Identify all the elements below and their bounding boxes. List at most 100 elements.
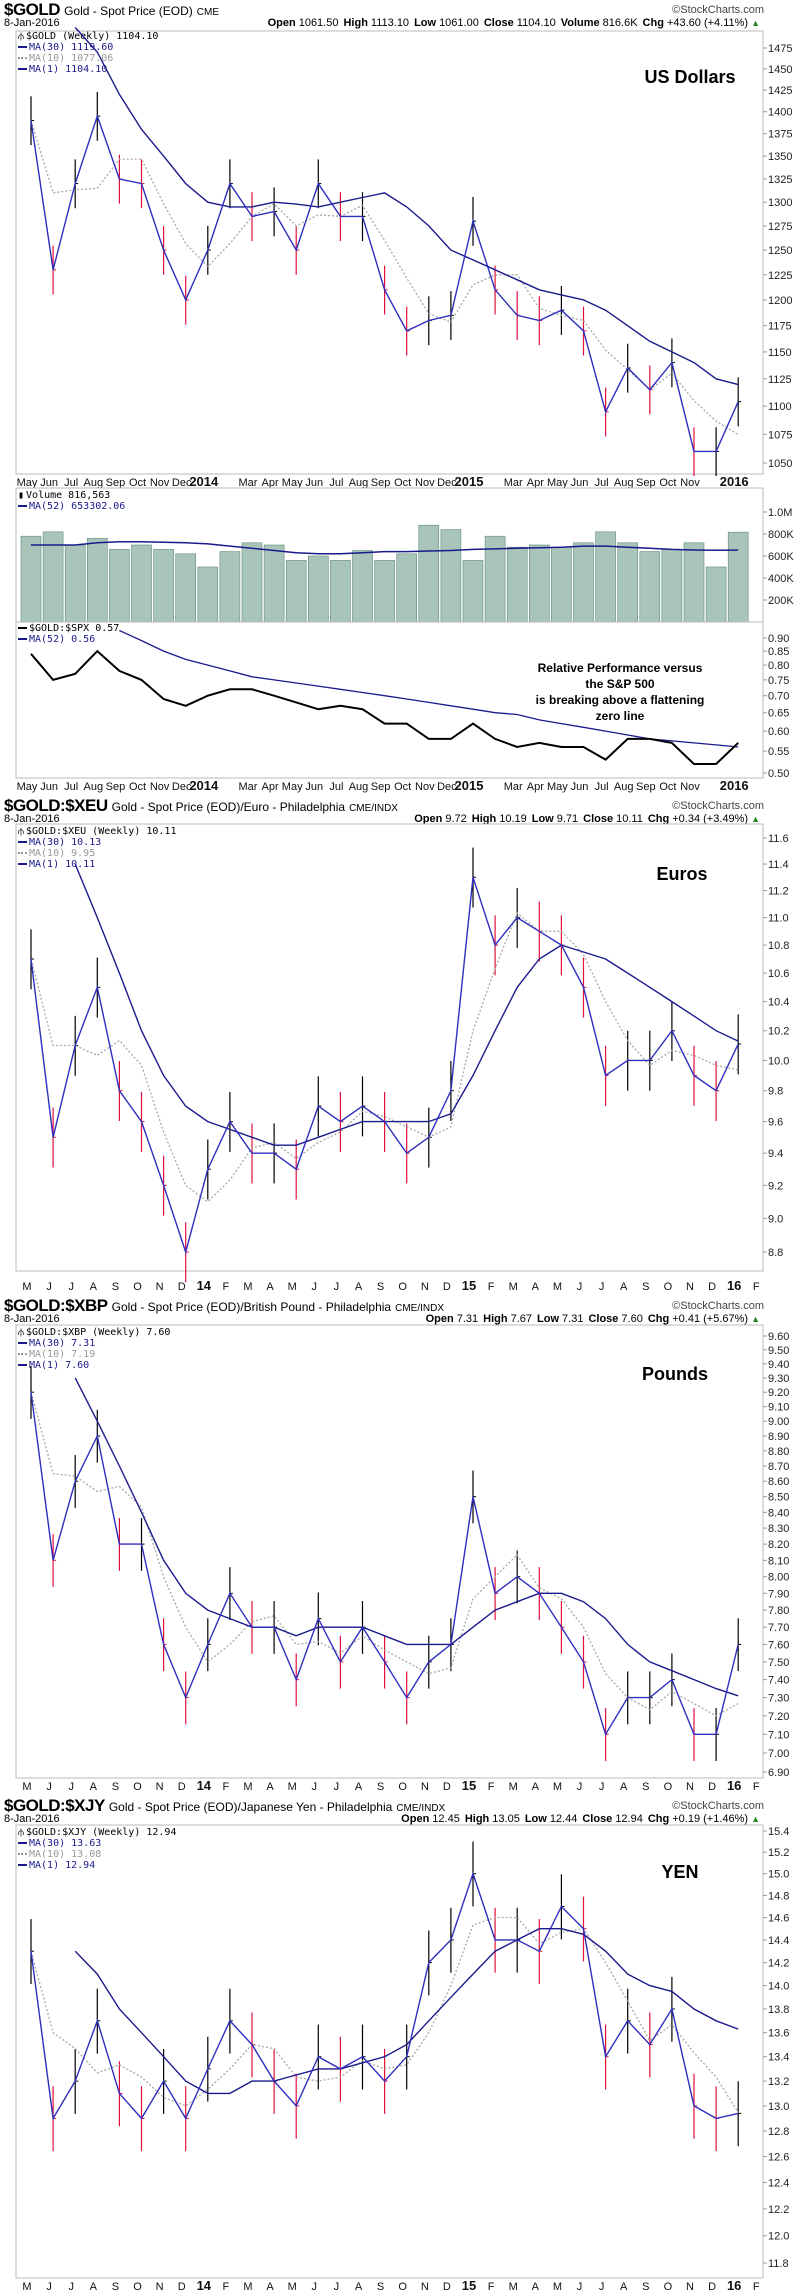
y-tick-label: 0.80 [768, 660, 789, 672]
legend-swatch-icon [18, 68, 27, 70]
y-tick-label: 9.60 [768, 1331, 789, 1343]
y-tick-label: 10.0 [768, 1055, 789, 1067]
ma10-line [30, 1916, 739, 2113]
x-tick-label: May [547, 477, 568, 489]
y-tick-label: 1225 [768, 270, 792, 282]
y-tick-label: 8.60 [768, 1476, 789, 1488]
y-tick-label: 1325 [768, 174, 792, 186]
stat-label: Low [414, 17, 437, 29]
y-tick-label: 9.6 [768, 1117, 783, 1129]
x-tick-label: Sep [371, 477, 391, 489]
volume-bar [20, 535, 42, 623]
ma1-line [30, 113, 739, 453]
stat-value: 1061.00 [439, 17, 479, 29]
ma30-line [74, 1927, 739, 2095]
y-tick-label: 9.2 [768, 1180, 783, 1192]
chart-stats: Open 1061.50 High 1113.10 Low 1061.00 Close 110… [263, 17, 760, 29]
chart-annotation: Euros [656, 864, 708, 884]
x-tick-label: Apr [262, 477, 279, 489]
legend-swatch-icon [18, 505, 27, 507]
y-tick-label: 7.00 [768, 1748, 789, 1760]
x-tick-label: N [686, 1281, 694, 1293]
chart-description: Gold - Spot Price (EOD)/Euro - Philadelp… [111, 800, 346, 814]
stat-label: High [343, 17, 368, 29]
legend-text: $GOLD:$XJY (Weekly) 12.94 [25, 1827, 177, 1838]
x-tick-label: 15 [462, 1278, 476, 1293]
legend-entry: MA(1) 10.11 [18, 859, 176, 870]
x-tick-label: Mar [239, 781, 258, 793]
chart-title-row: $GOLD:$XEU Gold - Spot Price (EOD)/Euro -… [4, 796, 398, 816]
x-tick-label: Sep [371, 781, 391, 793]
volume-bar [462, 560, 484, 623]
y-tick-label: 9.8 [768, 1086, 783, 1098]
legend-swatch-icon [18, 627, 27, 629]
x-tick-label: May [17, 781, 38, 793]
y-tick-label: 8.8 [768, 1247, 783, 1259]
chart-exchange: CME/INDX [395, 1303, 445, 1314]
y-tick-label: 0.85 [768, 646, 789, 658]
legend-entry: MA(52) 653302.06 [18, 501, 125, 512]
x-tick-label: 16 [727, 2278, 741, 2293]
chart-symbol: $GOLD:$XBP [4, 1296, 108, 1315]
y-tick-label: 1250 [768, 245, 792, 257]
x-tick-label: A [90, 1281, 98, 1293]
volume-bar [307, 555, 329, 623]
x-tick-label: 2014 [189, 778, 219, 793]
stat-label: High [464, 1813, 490, 1825]
volume-bar [197, 566, 219, 623]
y-tick-label: 12.0 [768, 2231, 789, 2243]
legend-entry: ⫛ $GOLD:$XJY (Weekly) 12.94 [18, 1827, 176, 1838]
x-tick-label: Mar [239, 477, 258, 489]
stat-value: 7.67 [510, 1313, 533, 1325]
x-tick-label: A [266, 2281, 274, 2293]
stat-value: 1113.10 [370, 17, 410, 29]
legend-text: $GOLD:$XBP (Weekly) 7.60 [25, 1327, 171, 1338]
y-tick-label: 800K [768, 529, 794, 541]
x-tick-label: A [266, 1281, 274, 1293]
x-tick-label: Aug [84, 781, 104, 793]
chart-annotation: Relative Performance versus the S&P 500 i… [530, 660, 710, 724]
x-tick-label: 16 [727, 1278, 741, 1293]
stat-label: Close [582, 1813, 613, 1825]
x-tick-label: 14 [197, 2278, 212, 2293]
legend-swatch-icon [18, 46, 27, 48]
legend-entry: MA(10) 13.08 [18, 1849, 176, 1860]
x-tick-label: M [553, 2281, 562, 2293]
legend-text: MA(52) 653302.06 [29, 501, 126, 512]
ma10-line [30, 1392, 739, 1717]
stockcharts-watermark: ©StockCharts.com [672, 4, 764, 16]
chart-title-row: $GOLD:$XBP Gold - Spot Price (EOD)/Britis… [4, 1296, 444, 1316]
x-tick-label: J [46, 2281, 52, 2293]
legend-entry: MA(30) 10.13 [18, 837, 176, 848]
chart-description: Gold - Spot Price (EOD)/British Pound - … [111, 1300, 392, 1314]
x-tick-label: J [312, 2281, 318, 2293]
stat-value: 7.60 [621, 1313, 643, 1325]
y-tick-label: 9.4 [768, 1148, 783, 1160]
stat-label: Chg [642, 17, 664, 29]
legend-entry: $GOLD:$SPX 0.57 [18, 623, 119, 634]
stat-label: Low [537, 1313, 560, 1325]
x-tick-label: Oct [659, 477, 676, 489]
stockcharts-watermark: ©StockCharts.com [672, 800, 764, 812]
y-tick-label: 14.8 [768, 1890, 789, 1902]
legend-swatch-icon [18, 1353, 27, 1355]
ma1-line [30, 1392, 739, 1737]
y-tick-label: 0.55 [768, 746, 789, 758]
y-tick-label: 15.2 [768, 1847, 789, 1859]
x-tick-label: F [223, 1281, 230, 1293]
stat-value: +0.41 (+5.67%) [672, 1313, 749, 1325]
legend-swatch-icon [18, 1342, 27, 1344]
y-tick-label: 10.4 [768, 997, 789, 1009]
volume-bar [595, 531, 616, 623]
x-tick-label: O [664, 1781, 673, 1793]
y-tick-label: 0.75 [768, 675, 789, 687]
ma30-line [74, 1377, 739, 1697]
chart-description: Gold - Spot Price (EOD)/Japanese Yen - P… [108, 1800, 393, 1814]
relative-performance-line [30, 649, 739, 765]
x-tick-label: A [355, 2281, 363, 2293]
legend-swatch-icon [18, 57, 27, 59]
y-tick-label: 8.50 [768, 1492, 789, 1504]
y-tick-label: 13.8 [768, 2004, 789, 2016]
legend-entry: MA(1) 12.94 [18, 1860, 176, 1871]
x-tick-label: S [112, 1781, 119, 1793]
